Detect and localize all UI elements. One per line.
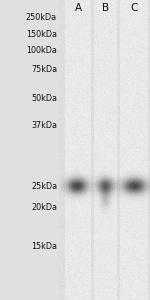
Text: 100kDa: 100kDa <box>26 46 57 55</box>
Text: 15kDa: 15kDa <box>31 242 57 251</box>
Text: 250kDa: 250kDa <box>26 13 57 22</box>
Text: 37kDa: 37kDa <box>31 121 57 130</box>
Text: A: A <box>74 3 82 14</box>
Text: C: C <box>130 3 138 14</box>
Text: 150kDa: 150kDa <box>26 30 57 39</box>
Text: 75kDa: 75kDa <box>31 65 57 74</box>
Text: 50kDa: 50kDa <box>31 94 57 103</box>
Text: 20kDa: 20kDa <box>31 202 57 211</box>
Bar <box>0 0 58 300</box>
Text: 25kDa: 25kDa <box>31 182 57 191</box>
Text: B: B <box>102 3 109 14</box>
